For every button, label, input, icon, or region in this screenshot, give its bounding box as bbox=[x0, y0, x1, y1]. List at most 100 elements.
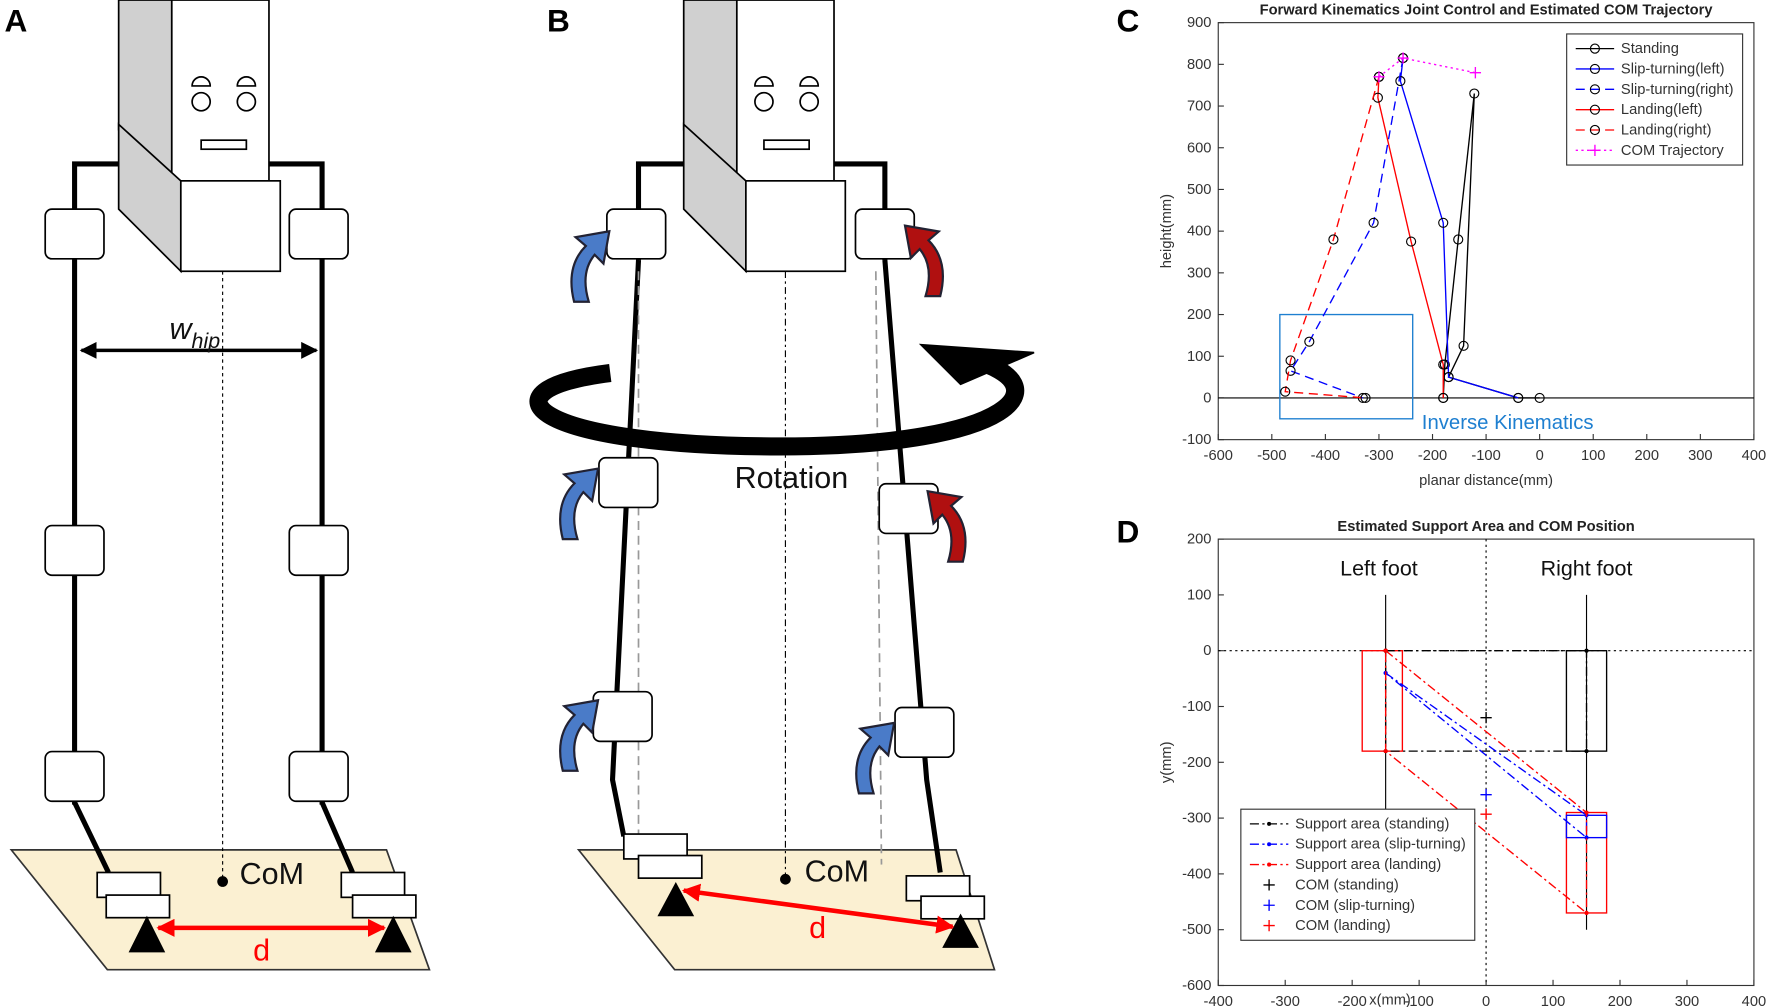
point bbox=[1383, 648, 1388, 653]
legend-label: Support area (standing) bbox=[1295, 816, 1449, 832]
point bbox=[1360, 392, 1371, 404]
legend-label: COM (standing) bbox=[1295, 877, 1399, 893]
series-line bbox=[1377, 76, 1444, 398]
point bbox=[1383, 749, 1388, 754]
y-tick-label: 0 bbox=[1203, 390, 1211, 406]
annotation-box bbox=[1279, 313, 1414, 420]
point bbox=[1304, 336, 1315, 347]
legend-label: COM (landing) bbox=[1295, 918, 1391, 934]
point bbox=[1584, 835, 1589, 840]
x-axis-label: planar distance(mm) bbox=[1419, 473, 1553, 489]
x-tick-label: 100 bbox=[1541, 994, 1566, 1007]
legend-label: Support area (slip-turning) bbox=[1295, 837, 1466, 853]
rotation-label: Rotation bbox=[735, 461, 849, 495]
x-tick-label: 100 bbox=[1581, 448, 1606, 464]
x-tick-label: 300 bbox=[1688, 448, 1713, 464]
x-tick-label: -100 bbox=[1404, 994, 1433, 1007]
width-symbol: w bbox=[170, 312, 194, 346]
x-tick-label: 200 bbox=[1608, 994, 1633, 1007]
legend-marker bbox=[1589, 63, 1601, 75]
point bbox=[1280, 386, 1291, 397]
x-tick-label: -200 bbox=[1337, 994, 1366, 1007]
com-label: CoM bbox=[805, 855, 869, 889]
legend-marker bbox=[1267, 862, 1272, 867]
legend-label: Support area (landing) bbox=[1295, 857, 1441, 873]
x-tick-label: -300 bbox=[1271, 994, 1300, 1007]
x-tick-label: 300 bbox=[1675, 994, 1700, 1007]
foot-box bbox=[1361, 650, 1404, 752]
diagram-b bbox=[529, 0, 1035, 971]
legend-marker bbox=[1589, 124, 1601, 136]
point bbox=[1453, 234, 1464, 245]
legend-label: Landing(right) bbox=[1621, 123, 1712, 139]
legend-marker bbox=[1589, 104, 1601, 115]
panel-label: D bbox=[1117, 513, 1140, 549]
legend-label: Slip-turning(right) bbox=[1621, 82, 1734, 98]
legend-label: Slip-turning(left) bbox=[1621, 61, 1725, 77]
x-tick-label: 400 bbox=[1742, 994, 1767, 1007]
point bbox=[1406, 236, 1417, 247]
chart-title: Forward Kinematics Joint Control and Est… bbox=[1260, 3, 1714, 19]
distance-label: d bbox=[253, 934, 270, 968]
point bbox=[1480, 789, 1492, 801]
point bbox=[1534, 392, 1545, 404]
x-tick-label: 0 bbox=[1482, 994, 1490, 1007]
point bbox=[1438, 392, 1449, 404]
y-tick-label: 900 bbox=[1187, 15, 1212, 31]
x-tick-label: -400 bbox=[1311, 448, 1340, 464]
distance-label: d bbox=[809, 911, 826, 945]
legend-marker bbox=[1263, 899, 1275, 911]
series-line bbox=[1289, 57, 1404, 399]
legend-marker bbox=[1589, 84, 1601, 95]
point bbox=[1285, 365, 1296, 376]
y-tick-label: -100 bbox=[1182, 699, 1211, 715]
y-tick-label: 500 bbox=[1187, 182, 1212, 198]
point bbox=[1513, 392, 1524, 404]
legend-label: COM Trajectory bbox=[1621, 143, 1724, 159]
point bbox=[1373, 71, 1385, 83]
x-tick-label: -200 bbox=[1418, 448, 1447, 464]
chart-title: Estimated Support Area and COM Position bbox=[1337, 519, 1634, 535]
point bbox=[1584, 648, 1589, 653]
y-tick-label: 700 bbox=[1187, 99, 1212, 115]
annotation: Left foot bbox=[1340, 556, 1418, 580]
y-axis-label: y(mm) bbox=[1159, 741, 1175, 783]
point bbox=[1469, 67, 1482, 79]
com-label: CoM bbox=[240, 857, 304, 891]
y-tick-label: -400 bbox=[1182, 866, 1211, 882]
width-subscript: hip bbox=[192, 329, 221, 353]
point bbox=[1397, 52, 1409, 64]
x-tick-label: 200 bbox=[1635, 448, 1660, 464]
legend-label: Landing(left) bbox=[1621, 102, 1703, 118]
legend-marker bbox=[1267, 842, 1272, 847]
x-tick-label: -600 bbox=[1204, 448, 1233, 464]
y-tick-label: -200 bbox=[1182, 755, 1211, 771]
legend-marker bbox=[1263, 919, 1275, 932]
legend-box bbox=[1566, 33, 1744, 166]
annotation: Inverse Kinematics bbox=[1422, 412, 1594, 434]
legend-marker bbox=[1267, 821, 1272, 826]
y-tick-label: -100 bbox=[1182, 432, 1211, 448]
x-axis-label: x(mm) bbox=[1369, 993, 1411, 1007]
legend-label: COM (slip-turning) bbox=[1295, 898, 1415, 914]
point bbox=[1584, 810, 1589, 815]
y-tick-label: 400 bbox=[1187, 224, 1212, 240]
point bbox=[1438, 217, 1449, 228]
y-tick-label: 200 bbox=[1187, 532, 1212, 548]
series-line bbox=[1384, 650, 1588, 752]
annotation: Right foot bbox=[1541, 556, 1633, 580]
y-tick-label: 100 bbox=[1187, 349, 1212, 365]
y-tick-label: -300 bbox=[1182, 811, 1211, 827]
point bbox=[1584, 910, 1589, 915]
y-tick-label: 0 bbox=[1203, 643, 1211, 659]
point bbox=[1480, 712, 1492, 724]
panel-label: C bbox=[1117, 3, 1140, 39]
y-tick-label: -600 bbox=[1182, 978, 1211, 994]
width-label: whip bbox=[170, 312, 221, 353]
point bbox=[1285, 355, 1296, 366]
diagram-a bbox=[9, 0, 431, 971]
panel-label: A bbox=[5, 3, 28, 39]
y-tick-label: 300 bbox=[1187, 265, 1212, 281]
y-tick-label: 800 bbox=[1187, 57, 1212, 73]
